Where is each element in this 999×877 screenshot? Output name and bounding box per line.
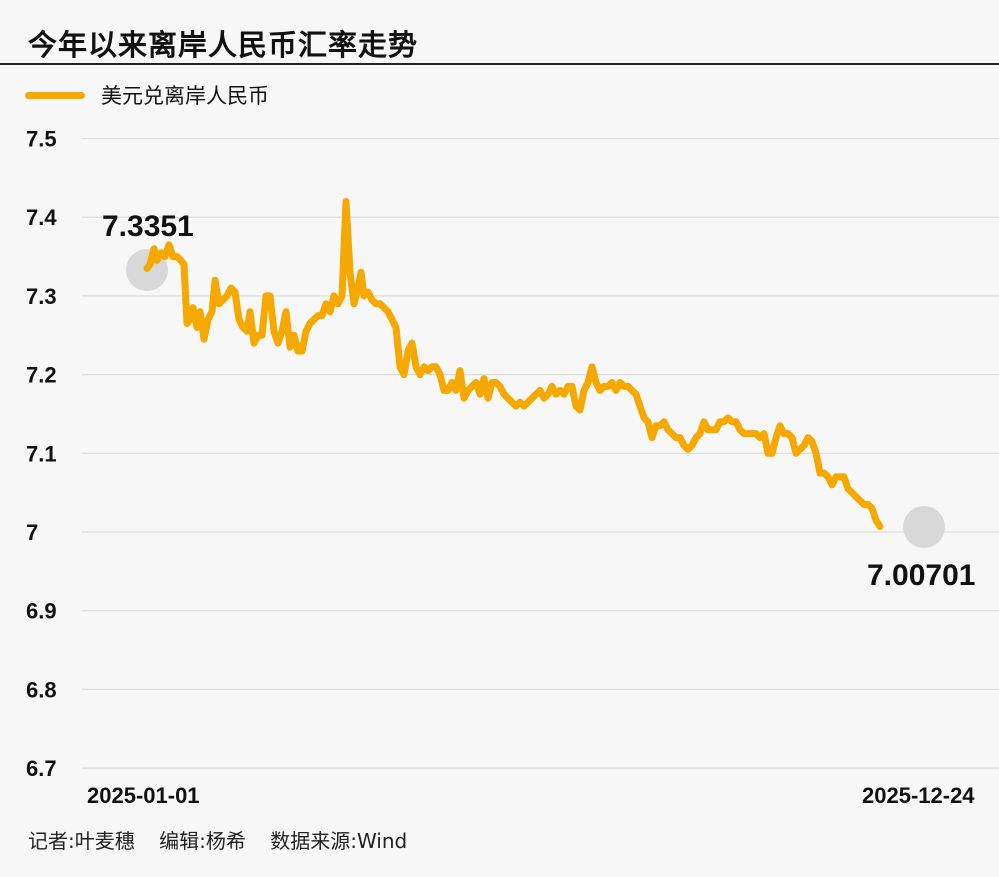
svg-text:7: 7 (26, 520, 38, 545)
series-line-usd-cnh (143, 198, 884, 530)
svg-text:7.5: 7.5 (26, 127, 57, 152)
chart-title: 今年以来离岸人民币汇率走势 (28, 28, 419, 62)
svg-text:6.8: 6.8 (26, 677, 57, 702)
editor-credit: 编辑:杨希 (159, 829, 246, 853)
legend: 美元兑离岸人民币 (25, 80, 269, 110)
footer-credits: 记者:叶麦穗 编辑:杨希 数据来源:Wind (28, 825, 425, 854)
legend-swatch-icon (25, 91, 85, 99)
y-axis-ticks: 7.5 7.4 7.3 7.2 7.1 7 6.9 6.8 6.7 (26, 127, 57, 782)
x-axis-end-label: 2025-12-24 (862, 783, 975, 808)
end-value-label: 7.00701 (867, 559, 975, 592)
title-divider (0, 63, 999, 65)
svg-text:7.4: 7.4 (26, 205, 57, 230)
legend-label: 美元兑离岸人民币 (101, 84, 269, 108)
svg-text:6.9: 6.9 (26, 599, 57, 624)
x-axis-start-label: 2025-01-01 (87, 783, 200, 808)
reporter-credit: 记者:叶麦穗 (28, 829, 135, 853)
svg-text:7.2: 7.2 (26, 363, 57, 388)
end-point-marker (903, 506, 945, 548)
svg-text:7.3: 7.3 (26, 284, 57, 309)
svg-text:6.7: 6.7 (26, 756, 57, 781)
start-value-label: 7.3351 (102, 210, 194, 243)
svg-text:7.1: 7.1 (26, 441, 57, 466)
data-source: 数据来源:Wind (270, 829, 408, 853)
gridlines (82, 137, 999, 769)
